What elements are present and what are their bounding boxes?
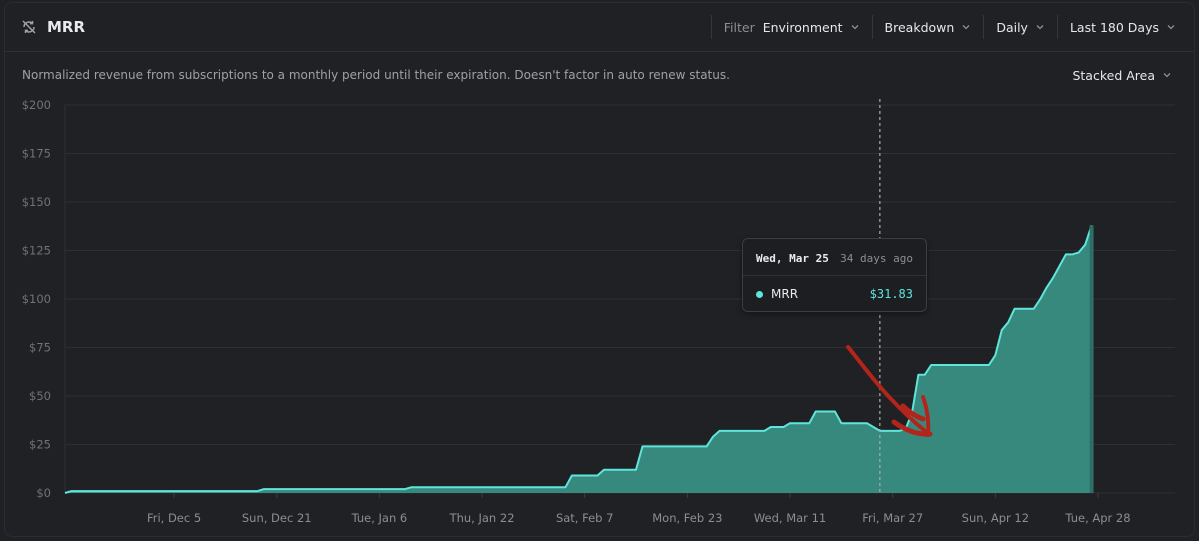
card-header: MRR Filter Environment Breakdown Daily L… xyxy=(5,3,1194,52)
chart-type-dropdown[interactable]: Stacked Area xyxy=(1072,68,1172,83)
chevron-down-icon xyxy=(1167,25,1175,30)
chevron-down-icon xyxy=(962,25,970,30)
page-title: MRR xyxy=(47,18,86,36)
resolution-label: Daily xyxy=(996,19,1028,35)
filter-value: Environment xyxy=(762,19,843,35)
y-tick-label: $50 xyxy=(29,389,51,403)
chart-controls: Filter Environment Breakdown Daily Last … xyxy=(710,3,1188,51)
filter-label: Filter xyxy=(723,19,755,35)
filter-environment-dropdown[interactable]: Filter Environment xyxy=(710,15,872,39)
y-tick-label: $25 xyxy=(29,438,51,452)
date-range-dropdown[interactable]: Last 180 Days xyxy=(1056,15,1188,39)
y-axis: $0 $25 $50 $75 $100 $125 $150 $175 $200 xyxy=(22,98,51,500)
tooltip-date: Wed, Mar 25 xyxy=(756,252,829,265)
y-tick-label: $100 xyxy=(22,292,51,306)
resolution-dropdown[interactable]: Daily xyxy=(983,15,1057,39)
annotation-arrow xyxy=(846,345,933,437)
x-tick-label: Fri, Dec 5 xyxy=(147,511,201,525)
tooltip-divider xyxy=(743,275,926,276)
y-tick-label: $200 xyxy=(22,98,51,112)
y-tick-label: $75 xyxy=(29,341,51,355)
mrr-area-chart[interactable]: $0 $25 $50 $75 $100 $125 $150 $175 $200 Fri, Dec… xyxy=(5,3,1195,537)
chevron-down-icon xyxy=(1036,25,1044,30)
chevron-down-icon xyxy=(1163,73,1171,78)
title-group: MRR xyxy=(21,18,85,36)
mrr-chart-card: MRR Filter Environment Breakdown Daily L… xyxy=(4,2,1195,537)
x-tick-label: Sun, Dec 21 xyxy=(242,511,312,525)
date-range-label: Last 180 Days xyxy=(1069,19,1159,35)
x-tick-label: Sun, Apr 12 xyxy=(962,511,1029,525)
x-tick-label: Tue, Jan 6 xyxy=(351,511,408,525)
chart-tooltip: Wed, Mar 25 34 days ago MRR $31.83 xyxy=(742,238,927,312)
chart-type-label: Stacked Area xyxy=(1072,67,1155,83)
card-subheader: Normalized revenue from subscriptions to… xyxy=(5,61,1194,89)
y-tick-label: $150 xyxy=(22,195,51,209)
tooltip-series-value: $31.83 xyxy=(869,287,913,301)
breakdown-dropdown[interactable]: Breakdown xyxy=(871,15,984,39)
chart-grid xyxy=(64,104,1175,494)
x-tick-label: Thu, Jan 22 xyxy=(449,511,515,525)
tooltip-series-row: MRR $31.83 xyxy=(756,287,913,301)
x-axis: Fri, Dec 5 Sun, Dec 21 Tue, Jan 6 Thu, Jan … xyxy=(147,493,1131,525)
chevron-down-icon xyxy=(851,25,859,30)
x-tick-label: Tue, Apr 28 xyxy=(1064,511,1130,525)
breakdown-label: Breakdown xyxy=(884,19,955,35)
series-color-dot xyxy=(756,290,763,298)
chart-description: Normalized revenue from subscriptions to… xyxy=(22,68,730,82)
x-tick-label: Fri, Mar 27 xyxy=(862,511,923,525)
x-tick-label: Mon, Feb 23 xyxy=(652,511,722,525)
tooltip-series-name: MRR xyxy=(771,287,799,301)
x-tick-label: Sat, Feb 7 xyxy=(556,511,614,525)
y-tick-label: $0 xyxy=(36,486,51,500)
y-tick-label: $125 xyxy=(22,244,51,258)
series-area-mrr xyxy=(65,225,1092,494)
tooltip-header: Wed, Mar 25 34 days ago xyxy=(756,252,913,265)
series-line-mrr xyxy=(64,224,1093,494)
refresh-off-icon xyxy=(22,20,36,34)
series-group xyxy=(64,224,1094,494)
x-tick-label: Wed, Mar 11 xyxy=(754,511,826,525)
tooltip-relative-date: 34 days ago xyxy=(840,252,913,265)
y-tick-label: $175 xyxy=(22,147,51,161)
